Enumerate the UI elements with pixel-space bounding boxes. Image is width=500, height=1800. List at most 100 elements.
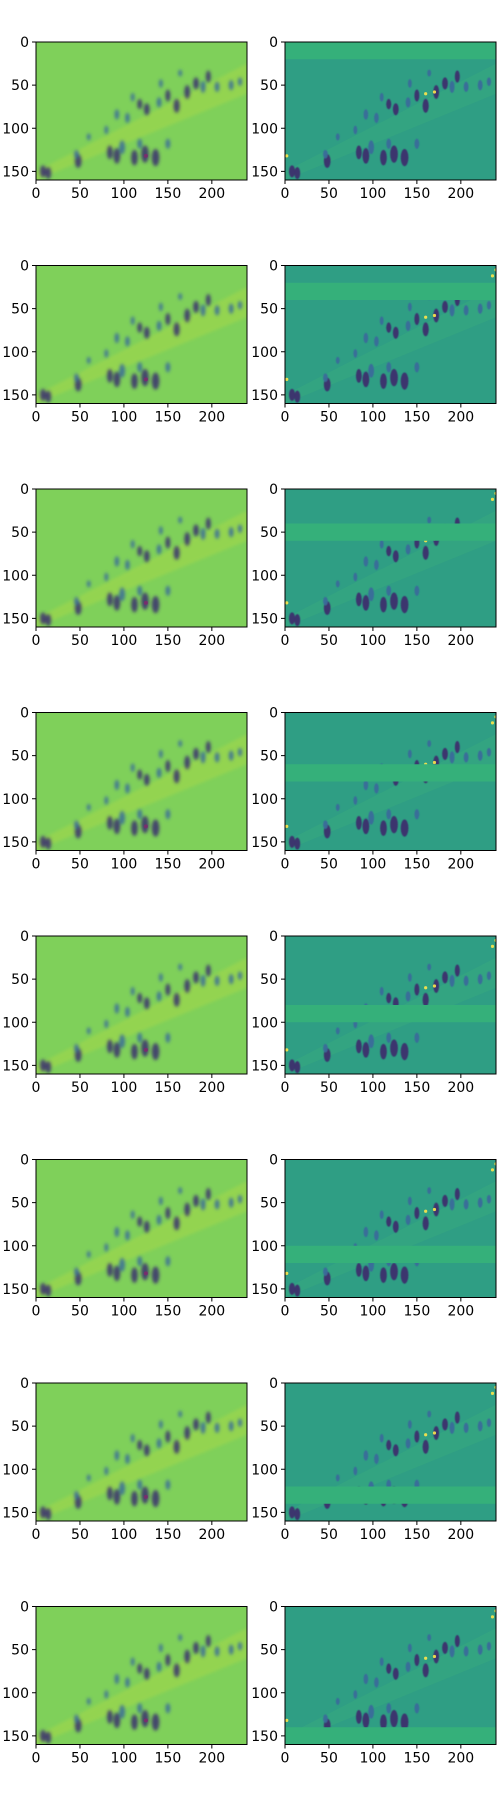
figure-blob-5 (113, 595, 120, 611)
figure-blob-25 (487, 1418, 491, 1427)
figure-blob-24 (229, 974, 234, 984)
x-tick-label: 150 (404, 633, 431, 649)
figure-blob-18 (423, 322, 429, 336)
figure-blob-18 (423, 1663, 429, 1677)
figure-blob-4 (356, 816, 362, 830)
figure-blob-21 (450, 1422, 455, 1434)
y-tick-label: 0 (269, 1376, 278, 1392)
figure-blob-6 (368, 1034, 374, 1048)
x-tick-label: 150 (155, 1304, 182, 1320)
x-tick-label: 100 (111, 633, 138, 649)
highlight-2 (285, 825, 288, 828)
figure-blob-4 (107, 593, 113, 607)
x-tick-label: 100 (360, 633, 387, 649)
figure-blob-11 (414, 139, 419, 149)
figure-blob-24 (478, 750, 483, 760)
y-tick-label: 0 (269, 259, 278, 275)
panel-r3-c1: 0 50 100 150 200 0 50 100 150 (2, 482, 247, 649)
figure-blob-3 (74, 1491, 79, 1500)
y-tick-label: 50 (260, 302, 278, 318)
figure-blob-4 (356, 369, 362, 383)
figure-blob-29 (104, 1467, 108, 1476)
figure-blob-1 (45, 1285, 51, 1297)
figure-blob-20 (442, 1418, 448, 1430)
figure-blob-1 (45, 1508, 51, 1520)
highlight-2 (285, 378, 288, 381)
figure-blob-3 (323, 820, 328, 829)
x-tick-label: 200 (198, 1751, 225, 1767)
figure-blob-26 (380, 93, 384, 102)
y-tick-label: 0 (20, 35, 29, 51)
figure-blob-4 (107, 146, 113, 160)
figure-blob-18 (174, 993, 180, 1007)
figure-blob-3 (323, 1044, 328, 1053)
figure-blob-0 (40, 389, 46, 401)
figure-blob-27 (159, 79, 163, 88)
figure-blob-10 (386, 1033, 391, 1043)
figure-blob-25 (487, 971, 491, 980)
figure-blob-4 (107, 369, 113, 383)
figure-blob-21 (201, 81, 206, 93)
x-tick-label: 150 (404, 1751, 431, 1767)
figure-blob-8 (390, 1710, 398, 1727)
figure-blob-18 (174, 1216, 180, 1230)
figure-blob-0 (40, 836, 46, 848)
figure-blob-28 (178, 517, 182, 524)
x-tick-label: 150 (155, 186, 182, 202)
figure-blob-0 (289, 1283, 295, 1295)
figure-blob-17 (414, 313, 419, 325)
x-tick-label: 50 (320, 186, 338, 202)
figure-blob-9 (401, 1043, 409, 1060)
figure-blob-1 (294, 391, 300, 403)
figure-blob-23 (215, 82, 220, 92)
y-tick-label: 100 (251, 1239, 278, 1255)
figure-blob-30 (87, 1027, 91, 1034)
x-tick-label: 0 (32, 633, 41, 649)
figure-blob-19 (184, 309, 190, 323)
highlight-4 (433, 1655, 436, 1658)
figure-blob-4 (107, 1263, 113, 1277)
figure-blob-22 (206, 1635, 211, 1647)
panel-r5-c2: 0 50 100 150 200050100150 (251, 929, 497, 1096)
figure-blob-22 (206, 517, 211, 529)
y-tick-label: 100 (2, 792, 29, 808)
figure-blob-5 (113, 1266, 120, 1282)
figure-blob-21 (201, 1422, 206, 1434)
figure-blob-18 (174, 769, 180, 783)
figure-blob-16 (406, 97, 411, 107)
highlight-1 (491, 945, 494, 948)
x-tick-label: 200 (198, 857, 225, 873)
figure-blob-29 (104, 126, 108, 135)
x-tick-label: 200 (447, 186, 474, 202)
y-tick-label: 150 (2, 388, 29, 404)
highlight-dark (144, 824, 148, 828)
highlight-dark (144, 1271, 148, 1275)
figure-blob-10 (386, 1703, 391, 1713)
figure-blob-30 (87, 1698, 91, 1705)
figure-blob-26 (131, 540, 135, 549)
figure-blob-6 (119, 1705, 125, 1719)
figure-blob-5 (362, 1266, 369, 1282)
y-tick-label: 150 (2, 835, 29, 851)
y-tick-label: 150 (251, 1729, 278, 1745)
figure-blob-10 (386, 809, 391, 819)
x-tick-label: 150 (404, 1527, 431, 1543)
figure-blob-8 (390, 593, 398, 610)
figure-blob-27 (159, 1420, 163, 1429)
figure-blob-18 (423, 99, 429, 113)
figure-blob-17 (165, 89, 170, 101)
panel-r5-c1-image (36, 936, 247, 1074)
figure-blob-16 (157, 1662, 162, 1672)
panel-r8-c1: 0 50 100 150 200050100150 (2, 1600, 247, 1767)
figure-blob-15 (144, 550, 150, 562)
highlight-dark (144, 1495, 148, 1499)
figure-blob-12 (115, 556, 120, 566)
figure-blob-17 (165, 983, 170, 995)
y-tick-label: 150 (251, 1505, 278, 1521)
figure-blob-0 (289, 836, 295, 848)
figure-blob-9 (152, 372, 160, 389)
figure-blob-12 (364, 1450, 369, 1460)
figure-blob-21 (450, 975, 455, 987)
y-tick-label: 50 (260, 525, 278, 541)
